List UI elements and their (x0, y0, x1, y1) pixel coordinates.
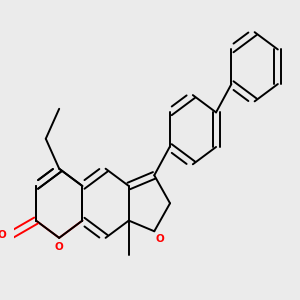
Text: O: O (55, 242, 64, 252)
Text: O: O (0, 230, 7, 240)
Text: O: O (156, 234, 164, 244)
